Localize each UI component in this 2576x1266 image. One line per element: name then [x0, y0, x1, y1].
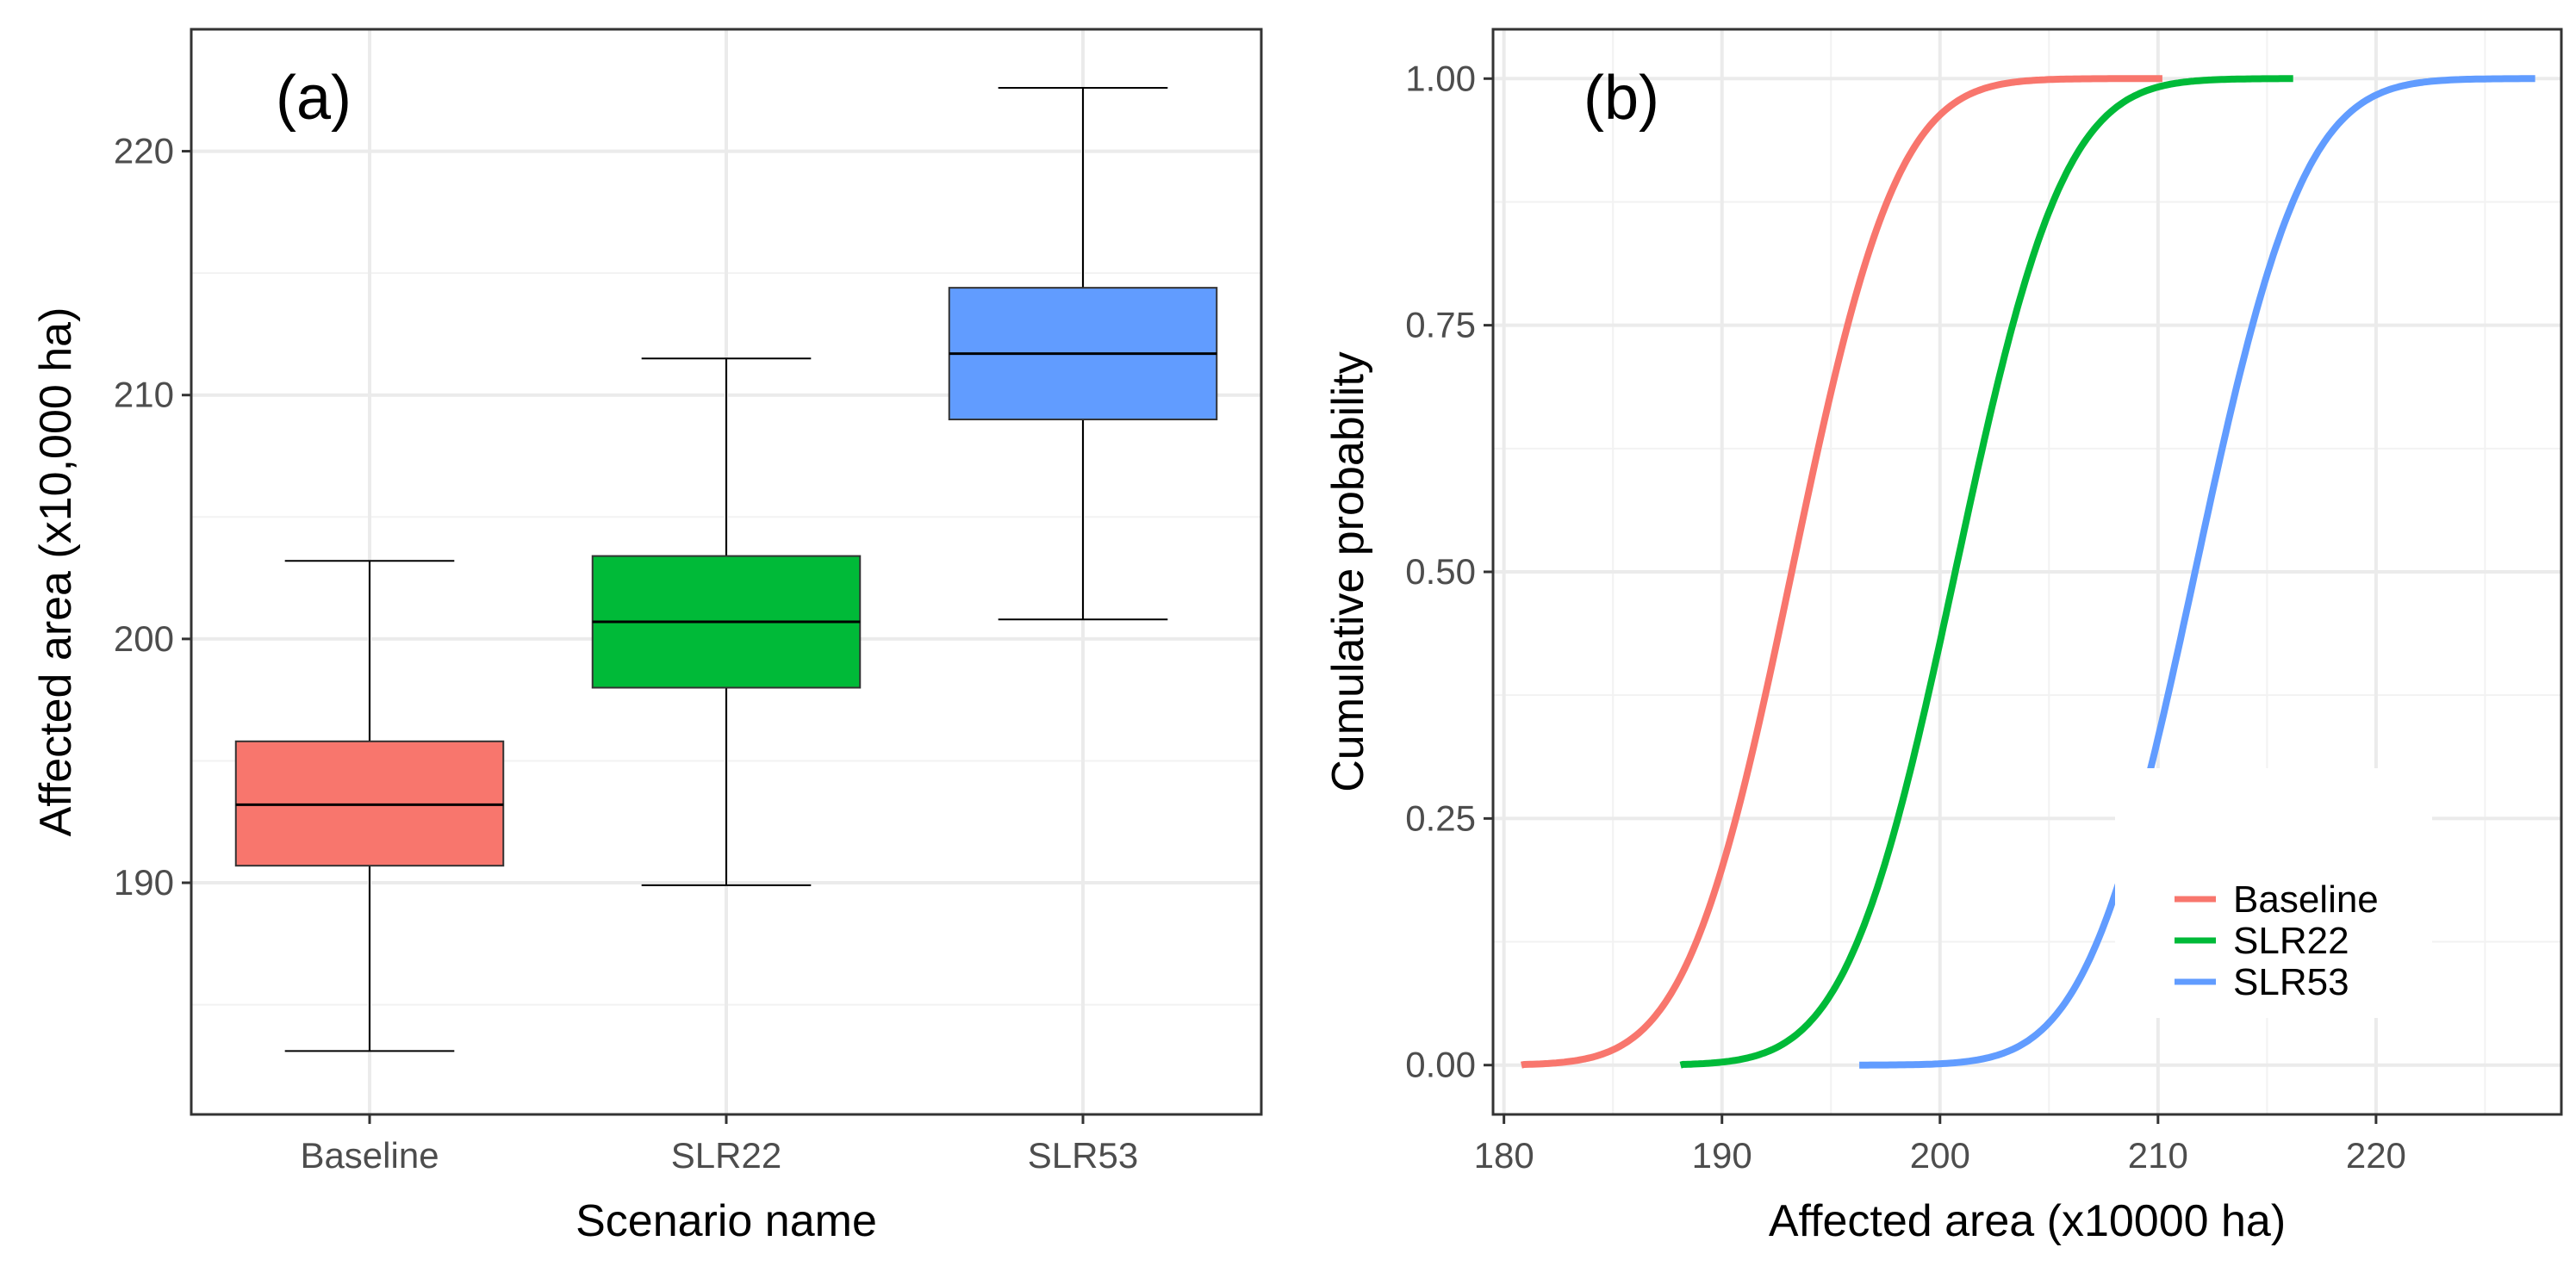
panel-a-y-tick-label: 200: [114, 618, 174, 659]
panel-a-boxplot: 190 200 210 220 Baseline SLR22 SLR53 (a) Scena…: [31, 28, 1263, 1246]
panel-b-x-tick-label: 200: [1910, 1135, 1970, 1176]
panel-a-y-tick-label: 210: [114, 375, 174, 415]
panel-b-ticks: 180 190 200 210 220 0.00 0.25 0.50 0.75 1.00: [1405, 58, 2406, 1176]
panel-b-series-lines: [1521, 75, 2536, 1069]
legend-label-slr53: SLR53: [2233, 961, 2349, 1003]
panel-b-y-axis-title: Cumulative probability: [1323, 351, 1373, 792]
panel-a-y-tick-label: 190: [114, 862, 174, 903]
panel-a-x-tick-label: SLR22: [671, 1135, 781, 1176]
panel-a-tag: (a): [276, 64, 352, 133]
legend-label-baseline: Baseline: [2233, 878, 2379, 921]
panel-b-y-tick-label: 0.75: [1405, 305, 1476, 345]
panel-b-y-tick-label: 1.00: [1405, 58, 1476, 98]
panel-b-x-tick-label: 210: [2128, 1135, 2188, 1176]
panel-a-x-tick-label: SLR53: [1028, 1135, 1138, 1176]
panel-b-x-axis-title: Affected area (x10000 ha): [1769, 1196, 2286, 1246]
cdf-line-baseline: [1521, 75, 2163, 1069]
box-baseline: [234, 560, 505, 1052]
box-slr53: [948, 86, 1218, 621]
box-slr22: [591, 357, 862, 886]
legend-label-slr22: SLR22: [2233, 920, 2349, 962]
panel-b-cdf: Baseline SLR22 SLR53 180 190 200 210 220 0.00…: [1323, 28, 2563, 1246]
panel-b-tag: (b): [1584, 64, 1659, 133]
legend-background: [2115, 768, 2432, 1018]
panel-b-x-tick-label: 220: [2346, 1135, 2406, 1176]
panel-b-x-tick-label: 180: [1474, 1135, 1534, 1176]
panel-a-x-axis-title: Scenario name: [576, 1196, 877, 1246]
legend: Baseline SLR22 SLR53: [2175, 878, 2379, 1003]
cdf-line-slr53: [1858, 75, 2536, 1069]
cdf-line-slr22: [1679, 75, 2294, 1069]
panel-a-ticks: 190 200 210 220 Baseline SLR22 SLR53: [114, 131, 1138, 1176]
panel-a-y-axis-title: Affected area (x10,000 ha): [31, 307, 81, 837]
panel-b-y-tick-label: 0.25: [1405, 797, 1476, 838]
panel-a-x-tick-label: Baseline: [300, 1135, 439, 1176]
panel-b-y-tick-label: 0.50: [1405, 551, 1476, 592]
panel-a-y-tick-label: 220: [114, 131, 174, 171]
panel-b-x-tick-label: 190: [1692, 1135, 1752, 1176]
panel-b-y-tick-label: 0.00: [1405, 1045, 1476, 1085]
panel-a-boxes: [234, 86, 1218, 1052]
